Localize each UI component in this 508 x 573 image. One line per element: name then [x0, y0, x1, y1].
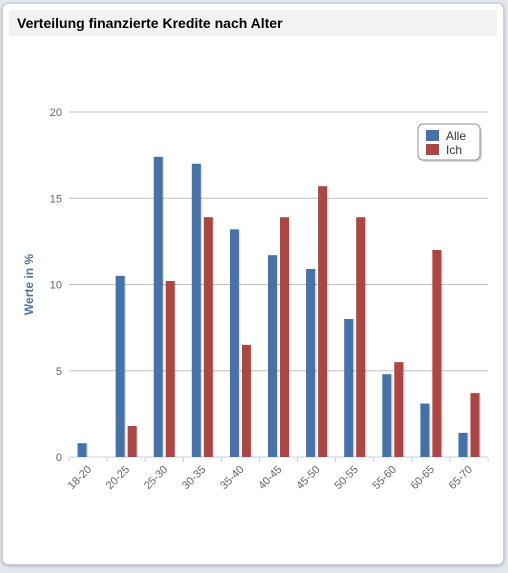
bar-alle: [153, 156, 163, 457]
legend-swatch-ich: [426, 144, 439, 155]
y-tick-label: 15: [50, 193, 62, 205]
bar-chart: 0 5 10 15 20 Werte in % 18-20 20-25 25-30 30-35 35…: [22, 107, 489, 492]
x-tick-label: 60-65: [409, 464, 437, 492]
x-tick-label: 65-70: [447, 464, 475, 492]
x-tick-label: 45-50: [294, 464, 322, 492]
bar-alle: [77, 443, 87, 457]
x-tick-label: 30-35: [180, 464, 208, 492]
x-tick-label: 25-30: [142, 464, 170, 492]
chart-panel: Verteilung finanzierte Kredite nach Alte…: [2, 3, 504, 565]
bar-ich: [280, 217, 289, 457]
bar-ich: [165, 281, 175, 457]
y-tick-label: 20: [50, 107, 62, 119]
bar-alle: [344, 319, 354, 457]
bar-ich: [203, 217, 213, 457]
bar-ich: [356, 217, 366, 457]
bar-alle: [191, 163, 201, 457]
bar-alle: [229, 229, 239, 457]
legend-label-alle: Alle: [446, 129, 466, 143]
x-tick-label: 35-40: [218, 464, 246, 492]
bar-alle: [458, 432, 468, 457]
panel-title: Verteilung finanzierte Kredite nach Alte…: [17, 15, 283, 31]
x-tick-label: 18-20: [66, 464, 94, 492]
bar-alle: [115, 275, 125, 457]
bar-alle: [306, 268, 316, 457]
legend-swatch-alle: [426, 130, 439, 141]
bar-alle: [420, 403, 430, 457]
x-tick-label: 20-25: [104, 464, 132, 492]
x-tick-label: 50-55: [332, 464, 360, 492]
bar-ich: [318, 186, 328, 458]
bar-alle: [382, 374, 392, 457]
bar-ich: [127, 425, 137, 457]
bar-ich: [470, 393, 480, 457]
y-tick-label: 5: [56, 366, 62, 378]
bar-ich: [432, 250, 442, 457]
y-axis-title: Werte in %: [22, 254, 36, 315]
bar-alle: [268, 255, 277, 457]
panel-header: Verteilung finanzierte Kredite nach Alte…: [9, 10, 497, 36]
y-tick-label: 0: [56, 452, 62, 464]
x-tick-label: 40-45: [256, 464, 284, 492]
bar-ich: [394, 362, 404, 457]
x-tick-label: 55-60: [371, 464, 399, 492]
bar-ich: [241, 344, 251, 457]
legend-label-ich: Ich: [446, 143, 462, 157]
y-tick-label: 10: [50, 280, 62, 292]
